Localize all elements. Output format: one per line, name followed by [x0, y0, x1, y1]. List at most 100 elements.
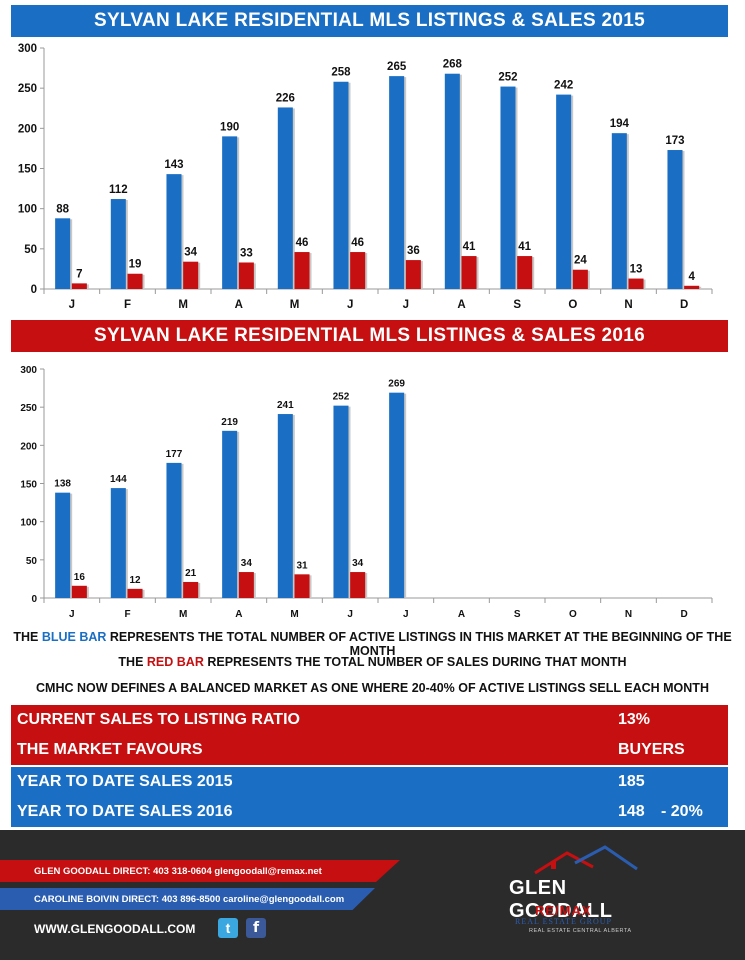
ytd-2016-value: 148 [618, 803, 645, 820]
logo-sub: REAL ESTATE CENTRAL ALBERTA [529, 928, 632, 934]
bar-value-label: 12 [129, 575, 141, 586]
listings-bar [55, 492, 71, 598]
sales-bar [294, 252, 310, 289]
x-tick-label: A [235, 609, 242, 620]
bar-value-label: 268 [443, 59, 463, 71]
x-tick-label: D [681, 609, 688, 620]
favours-value: BUYERS [618, 741, 685, 758]
x-tick-label: O [569, 609, 577, 620]
bar-value-label: 13 [630, 264, 643, 276]
legend-red-bar-label: RED BAR [146, 655, 204, 669]
y-tick-label: 250 [18, 83, 37, 95]
bar-value-label: 252 [498, 72, 517, 84]
y-tick-label: 0 [31, 284, 37, 296]
twitter-icon[interactable]: t [218, 918, 238, 938]
x-tick-label: A [457, 299, 465, 311]
chart-2015: 0 50 100 150 200 250 300 J 88 7 F 112 19 M 143 34 A 190 33… [18, 43, 713, 311]
bar-value-label: 242 [554, 80, 573, 92]
sales-bar [71, 585, 87, 598]
sales-bar [350, 572, 366, 598]
listings-bar [333, 81, 349, 289]
favours-row: THE MARKET FAVOURS BUYERS [11, 735, 728, 765]
y-tick-label: 150 [18, 164, 37, 176]
facebook-icon[interactable]: f [246, 918, 266, 938]
bar-value-label: 88 [56, 203, 69, 215]
logo-name: GLEN GOODALL [509, 877, 613, 922]
bar-value-label: 138 [54, 479, 71, 490]
sales-bar [572, 269, 588, 289]
y-tick-label: 250 [20, 403, 37, 414]
sales-bar [294, 574, 310, 598]
sales-bar [405, 260, 421, 289]
ytd-2015-label: YEAR TO DATE SALES 2015 [17, 773, 233, 790]
listings-bar [444, 73, 460, 289]
bar-value-label: 226 [276, 92, 295, 104]
logo-brand: RE/MAX [535, 903, 592, 918]
x-tick-label: A [235, 299, 243, 311]
bar-value-label: 33 [240, 247, 253, 259]
listings-bar [500, 86, 516, 289]
x-tick-label: O [568, 299, 577, 311]
chart-2015-title: SYLVAN LAKE RESIDENTIAL MLS LISTINGS & S… [11, 5, 728, 37]
listings-bar [389, 392, 405, 598]
bar-value-label: 21 [185, 568, 197, 579]
logo-group: REAL ESTATE GROUP [515, 917, 612, 926]
x-tick-label: J [347, 299, 353, 311]
bar-value-label: 4 [688, 271, 695, 283]
glen-goodall-logo: GLEN GOODALL RE/MAX REAL ESTATE GROUP RE… [505, 845, 655, 940]
bar-value-label: 265 [387, 61, 407, 73]
bar-value-label: 19 [129, 259, 142, 271]
ytd-2016-label: YEAR TO DATE SALES 2016 [17, 803, 233, 820]
listings-bar [222, 136, 238, 289]
bar-value-label: 16 [74, 572, 86, 583]
x-tick-label: S [514, 609, 521, 620]
y-tick-label: 50 [26, 556, 38, 567]
x-tick-label: J [347, 609, 353, 620]
bar-value-label: 252 [333, 392, 350, 403]
x-tick-label: A [458, 609, 465, 620]
chart-2016-title: SYLVAN LAKE RESIDENTIAL MLS LISTINGS & S… [11, 320, 728, 352]
bar-value-label: 241 [277, 400, 294, 411]
ytd-2015-row: YEAR TO DATE SALES 2015 185 [11, 767, 728, 797]
listings-bar [222, 430, 238, 598]
ratio-row: CURRENT SALES TO LISTING RATIO 13% [11, 705, 728, 735]
y-tick-label: 300 [18, 43, 37, 55]
x-tick-label: N [625, 609, 632, 620]
listings-bar [333, 405, 349, 598]
bar-value-label: 177 [166, 449, 183, 460]
bar-value-label: 41 [463, 241, 476, 253]
sales-bar [628, 278, 644, 289]
ratio-value: 13% [618, 711, 651, 728]
listings-bar [166, 174, 182, 289]
sales-bar [461, 256, 477, 289]
listings-bar [55, 218, 71, 289]
bar-value-label: 194 [610, 118, 630, 130]
sales-bar [238, 572, 254, 598]
x-tick-label: F [124, 299, 131, 311]
sales-bar [127, 273, 143, 289]
bar-value-label: 46 [296, 237, 309, 249]
agent2-contact: CAROLINE BOIVIN DIRECT: 403 896-8500 car… [0, 888, 375, 910]
bar-value-label: 269 [388, 379, 405, 390]
ytd-2015-value: 185 [618, 773, 645, 790]
cmhc-note: CMHC NOW DEFINES A BALANCED MARKET AS ON… [36, 681, 709, 695]
sales-bar [71, 283, 87, 289]
y-tick-label: 150 [20, 480, 37, 491]
listings-bar [166, 462, 182, 598]
bar-value-label: 36 [407, 245, 420, 257]
ytd-2016-row: YEAR TO DATE SALES 2016 148 - 20% [11, 797, 728, 827]
legend-blue-line: THE BLUE BAR REPRESENTS THE TOTAL NUMBER… [13, 630, 732, 658]
bar-value-label: 258 [331, 67, 351, 79]
y-tick-label: 200 [18, 123, 37, 135]
bar-value-label: 173 [665, 135, 684, 147]
agent1-contact: GLEN GOODALL DIRECT: 403 318-0604 glengo… [0, 860, 400, 882]
bar-value-label: 46 [351, 237, 364, 249]
bar-value-label: 190 [220, 121, 239, 133]
y-tick-label: 0 [31, 594, 37, 605]
website-link[interactable]: WWW.GLENGOODALL.COM [34, 922, 196, 936]
y-tick-label: 200 [20, 441, 37, 452]
bar-value-label: 7 [76, 268, 82, 280]
bar-value-label: 219 [221, 417, 238, 428]
x-tick-label: J [403, 609, 409, 620]
sales-bar [183, 581, 199, 598]
